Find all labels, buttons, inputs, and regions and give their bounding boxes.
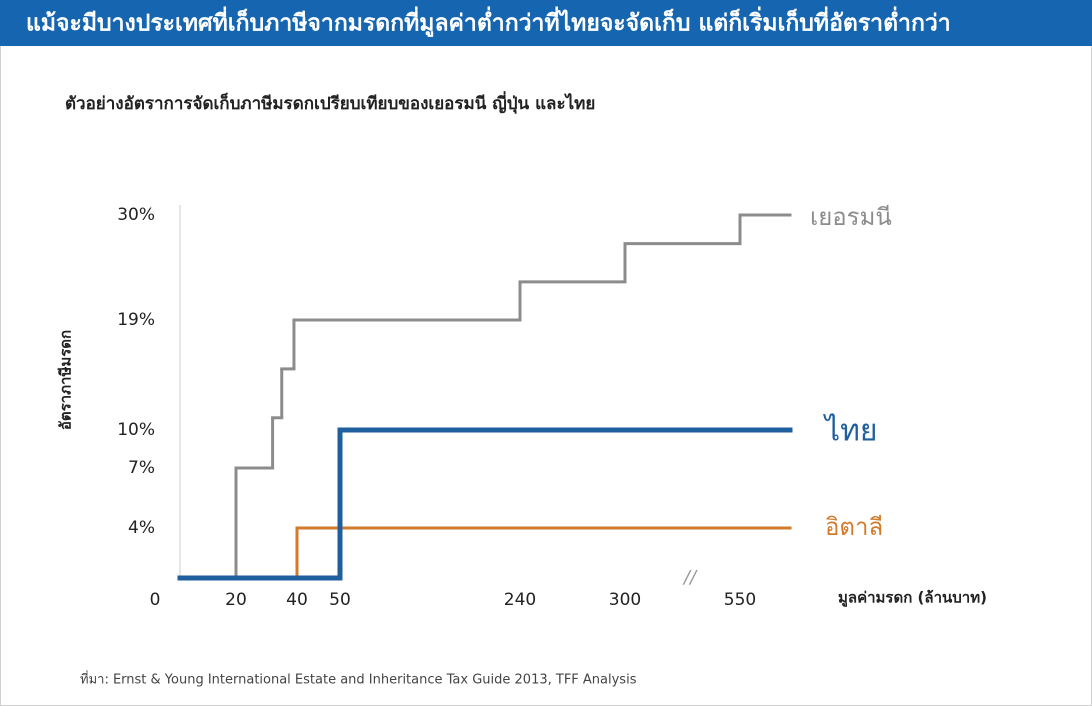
source-note: ที่มา: Ernst & Young International Estat… [80, 671, 637, 688]
series-label: ไทย [823, 413, 877, 449]
x-tick-label: 240 [504, 590, 536, 610]
header-title: แม้จะมีบางประเทศที่เก็บภาษีจากมรดกที่มูล… [26, 6, 951, 38]
x-tick-label: 300 [609, 590, 641, 610]
y-tick-label: 4% [128, 518, 155, 538]
series-label: อิตาลี [825, 513, 883, 541]
axis-break: // [682, 567, 698, 588]
chart-title: ตัวอย่างอัตราการจัดเก็บภาษีมรดกเปรียบเที… [65, 91, 595, 114]
x-axis-title: มูลค่ามรดก (ล้านบาท) [838, 589, 987, 608]
header-bar [0, 0, 1092, 46]
y-tick-label: 7% [128, 458, 155, 478]
x-tick-label: 40 [286, 590, 308, 610]
x-tick-label: 550 [724, 590, 756, 610]
y-tick-label: 30% [117, 205, 155, 225]
series-label: เยอรมนี [810, 203, 892, 231]
y-axis-title: อัตราภาษีมรดก [57, 330, 75, 430]
x-tick-label: 50 [329, 590, 351, 610]
y-tick-label: 10% [117, 420, 155, 440]
x-tick-label: 0 [150, 590, 161, 610]
x-tick-label: 20 [225, 590, 247, 610]
y-tick-label: 19% [117, 310, 155, 330]
